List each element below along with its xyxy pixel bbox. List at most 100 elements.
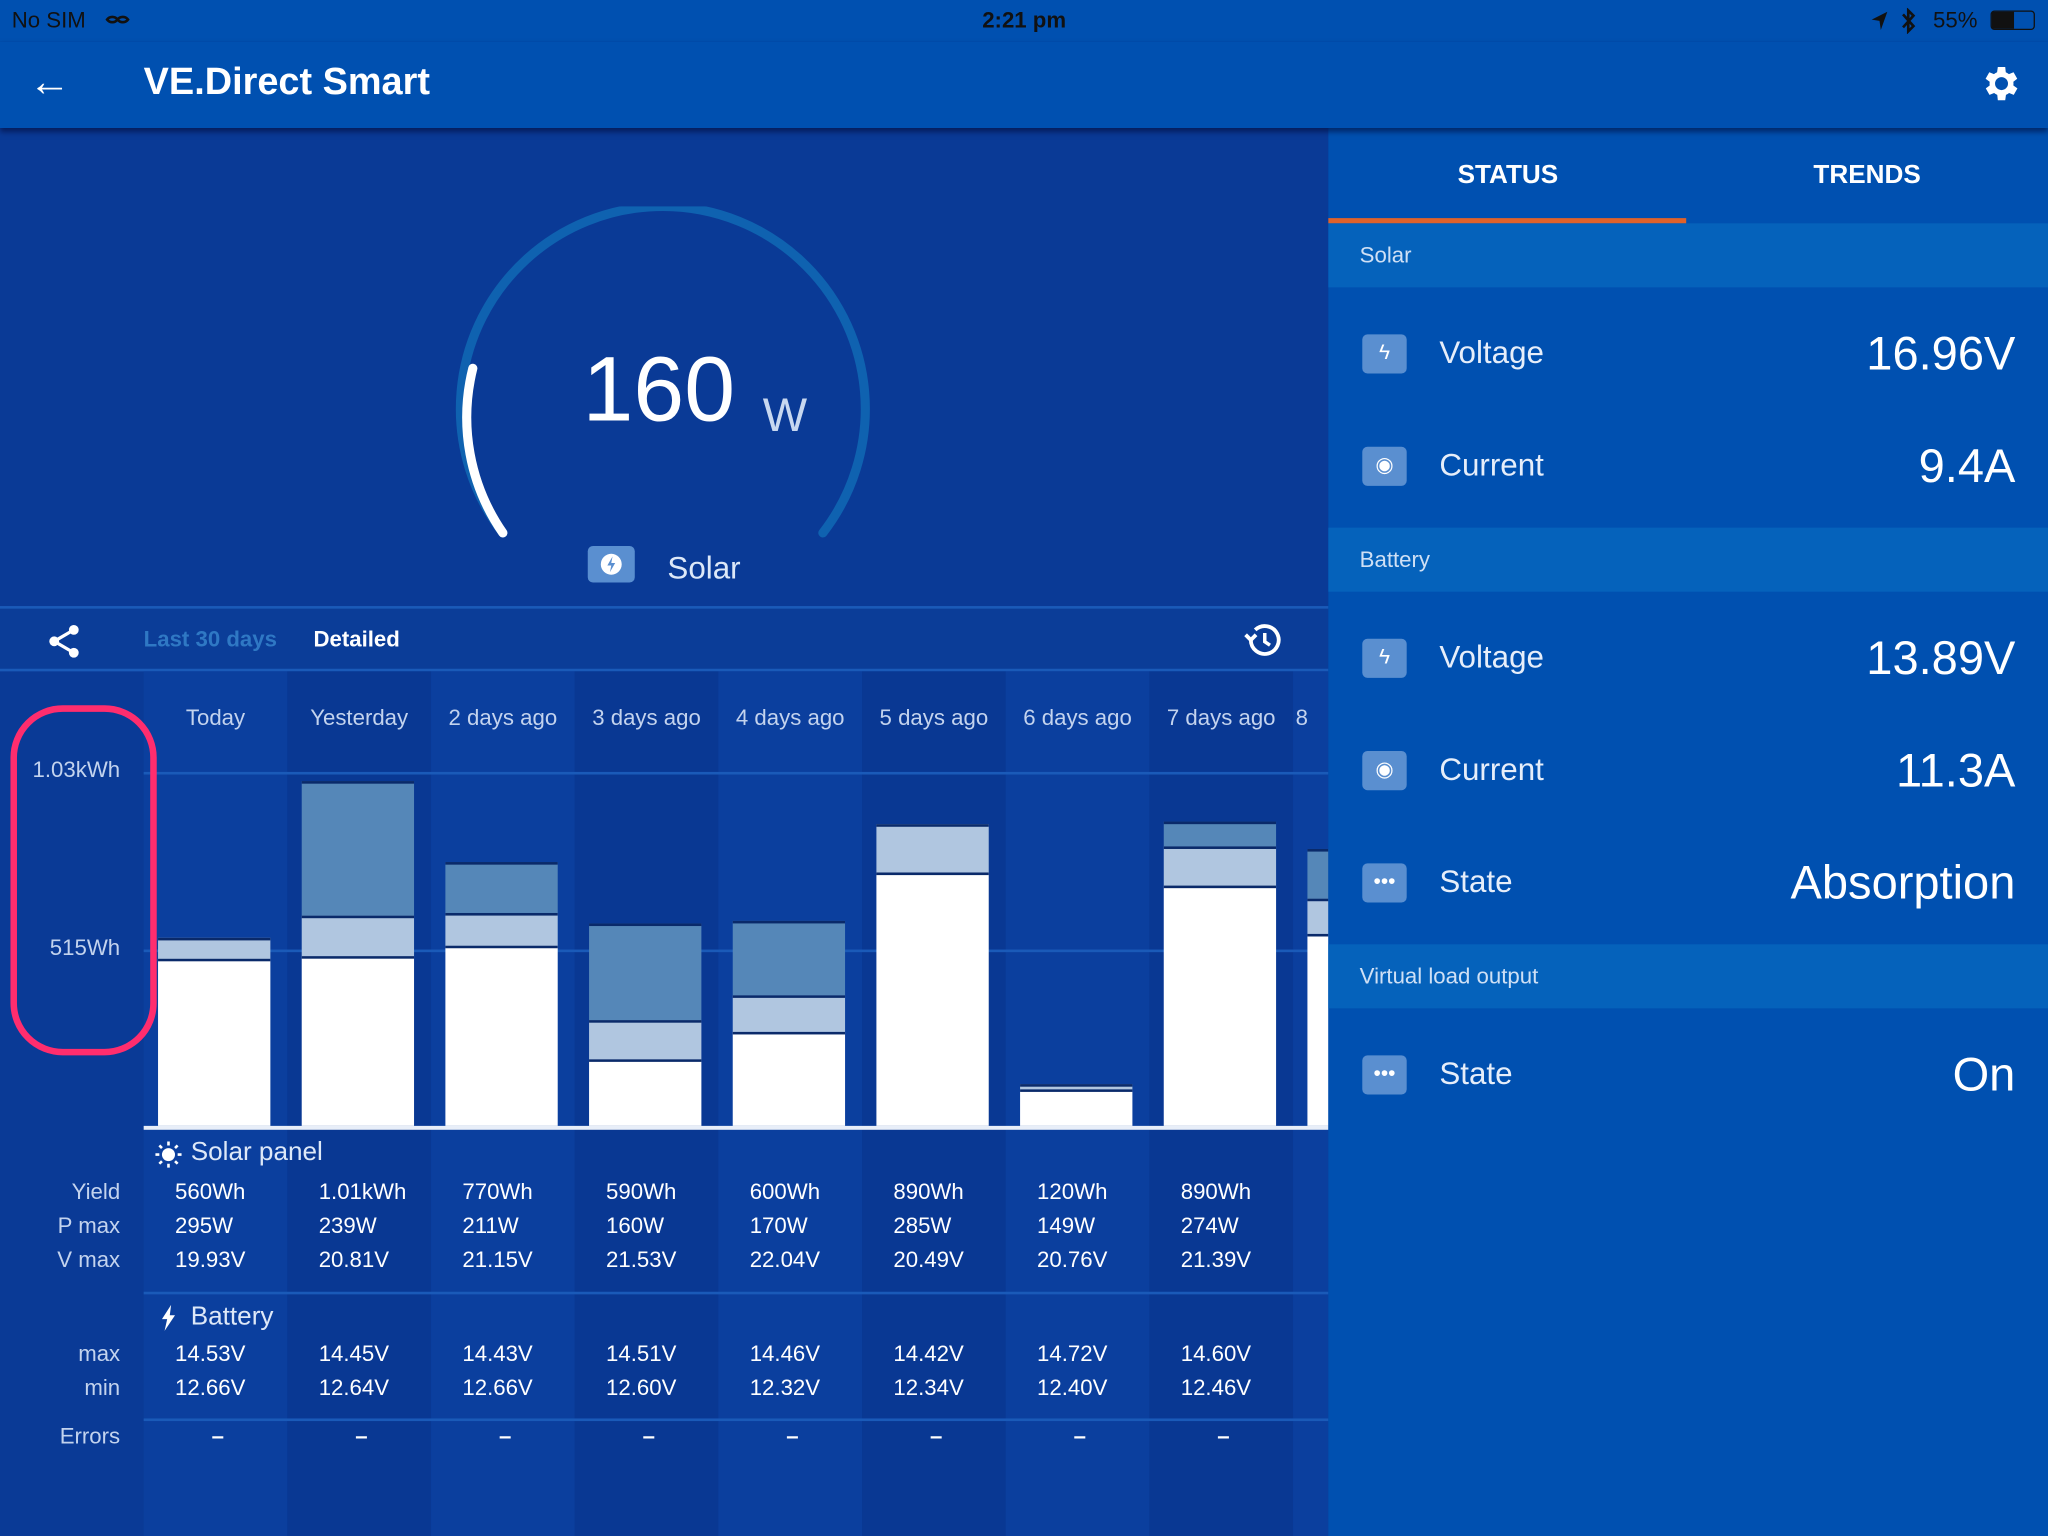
solar-value: 19.93V	[175, 1247, 246, 1273]
bar-segment-bulk	[1307, 934, 1329, 1126]
tab-status[interactable]: STATUS	[1457, 160, 1559, 190]
solar-value: 20.81V	[318, 1247, 390, 1273]
solar-value: 890Wh	[893, 1179, 964, 1205]
label: Current	[1439, 752, 1544, 788]
solar-voltage-row: ϟ Voltage 16.96V	[1328, 298, 2048, 410]
tab-detailed[interactable]: Detailed	[313, 626, 400, 652]
location-icon	[1871, 11, 1888, 31]
bar-segment-absorption	[1163, 845, 1277, 886]
clock: 2:21 pm	[982, 7, 1067, 33]
battery-value: 12.66V	[175, 1375, 246, 1401]
battery-voltage-row: ϟ Voltage 13.89V	[1328, 602, 2048, 714]
value: 13.89V	[1866, 630, 2016, 685]
bar-segment-bulk	[589, 1059, 702, 1126]
solar-value: 22.04V	[749, 1247, 821, 1273]
solar-value: 890Wh	[1180, 1179, 1252, 1205]
battery-row-label: max	[78, 1341, 121, 1367]
solar-panel-title: Solar panel	[190, 1137, 323, 1167]
bar-segment-float	[1307, 849, 1329, 900]
battery-icon	[1990, 10, 2035, 31]
day-header: 3 days ago	[592, 705, 701, 731]
solar-value: 239W	[318, 1213, 377, 1239]
solar-value: 560Wh	[175, 1179, 246, 1205]
chart-baseline	[143, 1125, 1329, 1130]
gear-icon[interactable]	[1977, 61, 2021, 105]
error-value: –	[642, 1423, 655, 1449]
tab-trends[interactable]: TRENDS	[1813, 160, 1921, 190]
battery-value: 12.66V	[462, 1375, 533, 1401]
bar-segment-float	[589, 923, 702, 1021]
day-header: 4 days ago	[735, 705, 845, 731]
tab-last-30-days[interactable]: Last 30 days	[143, 626, 277, 652]
annotation-circle	[10, 705, 157, 1056]
battery-value: 12.40V	[1037, 1375, 1108, 1401]
value: 9.4A	[1918, 438, 2016, 493]
load-state-row: ••• State On	[1328, 1019, 2048, 1131]
bar-segment-absorption	[301, 915, 415, 957]
chart-toolbar: Last 30 days Detailed	[0, 606, 1329, 672]
day-header: 2 days ago	[448, 705, 558, 731]
battery-row-label: min	[84, 1375, 121, 1401]
solar-value: 1.01kWh	[318, 1179, 407, 1205]
battery-value: 14.43V	[462, 1341, 533, 1367]
solar-value: 21.15V	[462, 1247, 533, 1273]
error-value: –	[211, 1423, 224, 1449]
bar-segment-bulk	[1163, 885, 1277, 1126]
solar-row-label: Yield	[71, 1179, 121, 1205]
battery-value: 14.60V	[1180, 1341, 1252, 1367]
bar-segment-bulk	[1020, 1089, 1133, 1126]
solar-current-row: ◉ Current 9.4A	[1328, 410, 2048, 522]
sun-icon	[154, 1140, 183, 1169]
label: Current	[1439, 447, 1544, 484]
bar-segment-absorption	[732, 994, 846, 1033]
divider	[143, 1291, 1329, 1295]
solar-value: 21.39V	[1180, 1247, 1252, 1273]
battery-title: Battery	[190, 1302, 274, 1331]
battery-value: 14.51V	[606, 1341, 677, 1367]
bolt-icon: ϟ	[1362, 334, 1407, 374]
solar-value: 274W	[1180, 1213, 1239, 1239]
solar-value: 20.49V	[893, 1247, 964, 1273]
battery-current-row: ◉ Current 11.3A	[1328, 714, 2048, 826]
status-bar: No SIM 2:21 pm 55%	[0, 0, 2048, 42]
battery-value: 12.46V	[1180, 1375, 1252, 1401]
more-icon: •••	[1362, 863, 1407, 903]
bar-segment-bulk	[732, 1032, 846, 1126]
bar-segment-absorption	[445, 913, 558, 946]
solar-value: 120Wh	[1037, 1179, 1108, 1205]
carrier: No SIM	[11, 7, 86, 33]
label: Voltage	[1439, 335, 1544, 371]
tab-indicator	[1328, 218, 1687, 224]
bolt-icon	[159, 1304, 177, 1331]
solar-value: 21.53V	[606, 1247, 677, 1273]
bar-segment-absorption	[1307, 899, 1329, 935]
solar-value: 160W	[606, 1213, 665, 1239]
bar-segment-float	[1163, 821, 1277, 846]
bar-segment-float	[301, 780, 415, 916]
solar-panel-icon	[587, 545, 635, 583]
error-value: –	[355, 1423, 368, 1449]
history-icon[interactable]	[1241, 619, 1285, 661]
battery-value: 14.72V	[1037, 1341, 1108, 1367]
day-header: Yesterday	[310, 705, 409, 731]
bar-segment-absorption	[589, 1020, 702, 1060]
bolt-icon: ϟ	[1362, 638, 1407, 678]
solar-value: 285W	[893, 1213, 952, 1239]
battery-percent: 55%	[1933, 7, 1978, 33]
bar-segment-bulk	[876, 872, 989, 1126]
bar-segment-bulk	[445, 945, 558, 1126]
battery-value: 14.46V	[749, 1341, 821, 1367]
battery-state-row: ••• State Absorption	[1328, 827, 2048, 939]
gauge-value: 160	[582, 338, 736, 441]
share-icon[interactable]	[44, 619, 83, 663]
current-icon: ◉	[1362, 751, 1407, 791]
battery-value: 12.34V	[893, 1375, 964, 1401]
bar-segment-float	[732, 921, 846, 995]
errors-label: Errors	[59, 1423, 121, 1449]
label: State	[1439, 1056, 1513, 1092]
day-header: 5 days ago	[879, 705, 989, 731]
solar-row-label: V max	[57, 1247, 121, 1273]
solar-value: 149W	[1037, 1213, 1096, 1239]
bar-segment-absorption	[876, 823, 989, 873]
back-arrow-icon[interactable]: ←	[28, 57, 71, 105]
